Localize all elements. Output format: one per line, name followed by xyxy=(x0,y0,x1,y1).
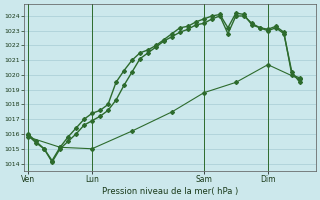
X-axis label: Pression niveau de la mer( hPa ): Pression niveau de la mer( hPa ) xyxy=(102,187,238,196)
